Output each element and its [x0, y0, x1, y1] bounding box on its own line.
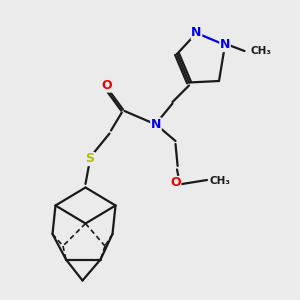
Text: O: O — [170, 176, 181, 190]
Text: CH₃: CH₃ — [250, 46, 272, 56]
Text: CH₃: CH₃ — [210, 176, 231, 187]
Text: O: O — [101, 79, 112, 92]
Text: S: S — [85, 152, 94, 166]
Text: N: N — [220, 38, 230, 52]
Text: N: N — [151, 118, 161, 131]
Text: N: N — [191, 26, 202, 40]
